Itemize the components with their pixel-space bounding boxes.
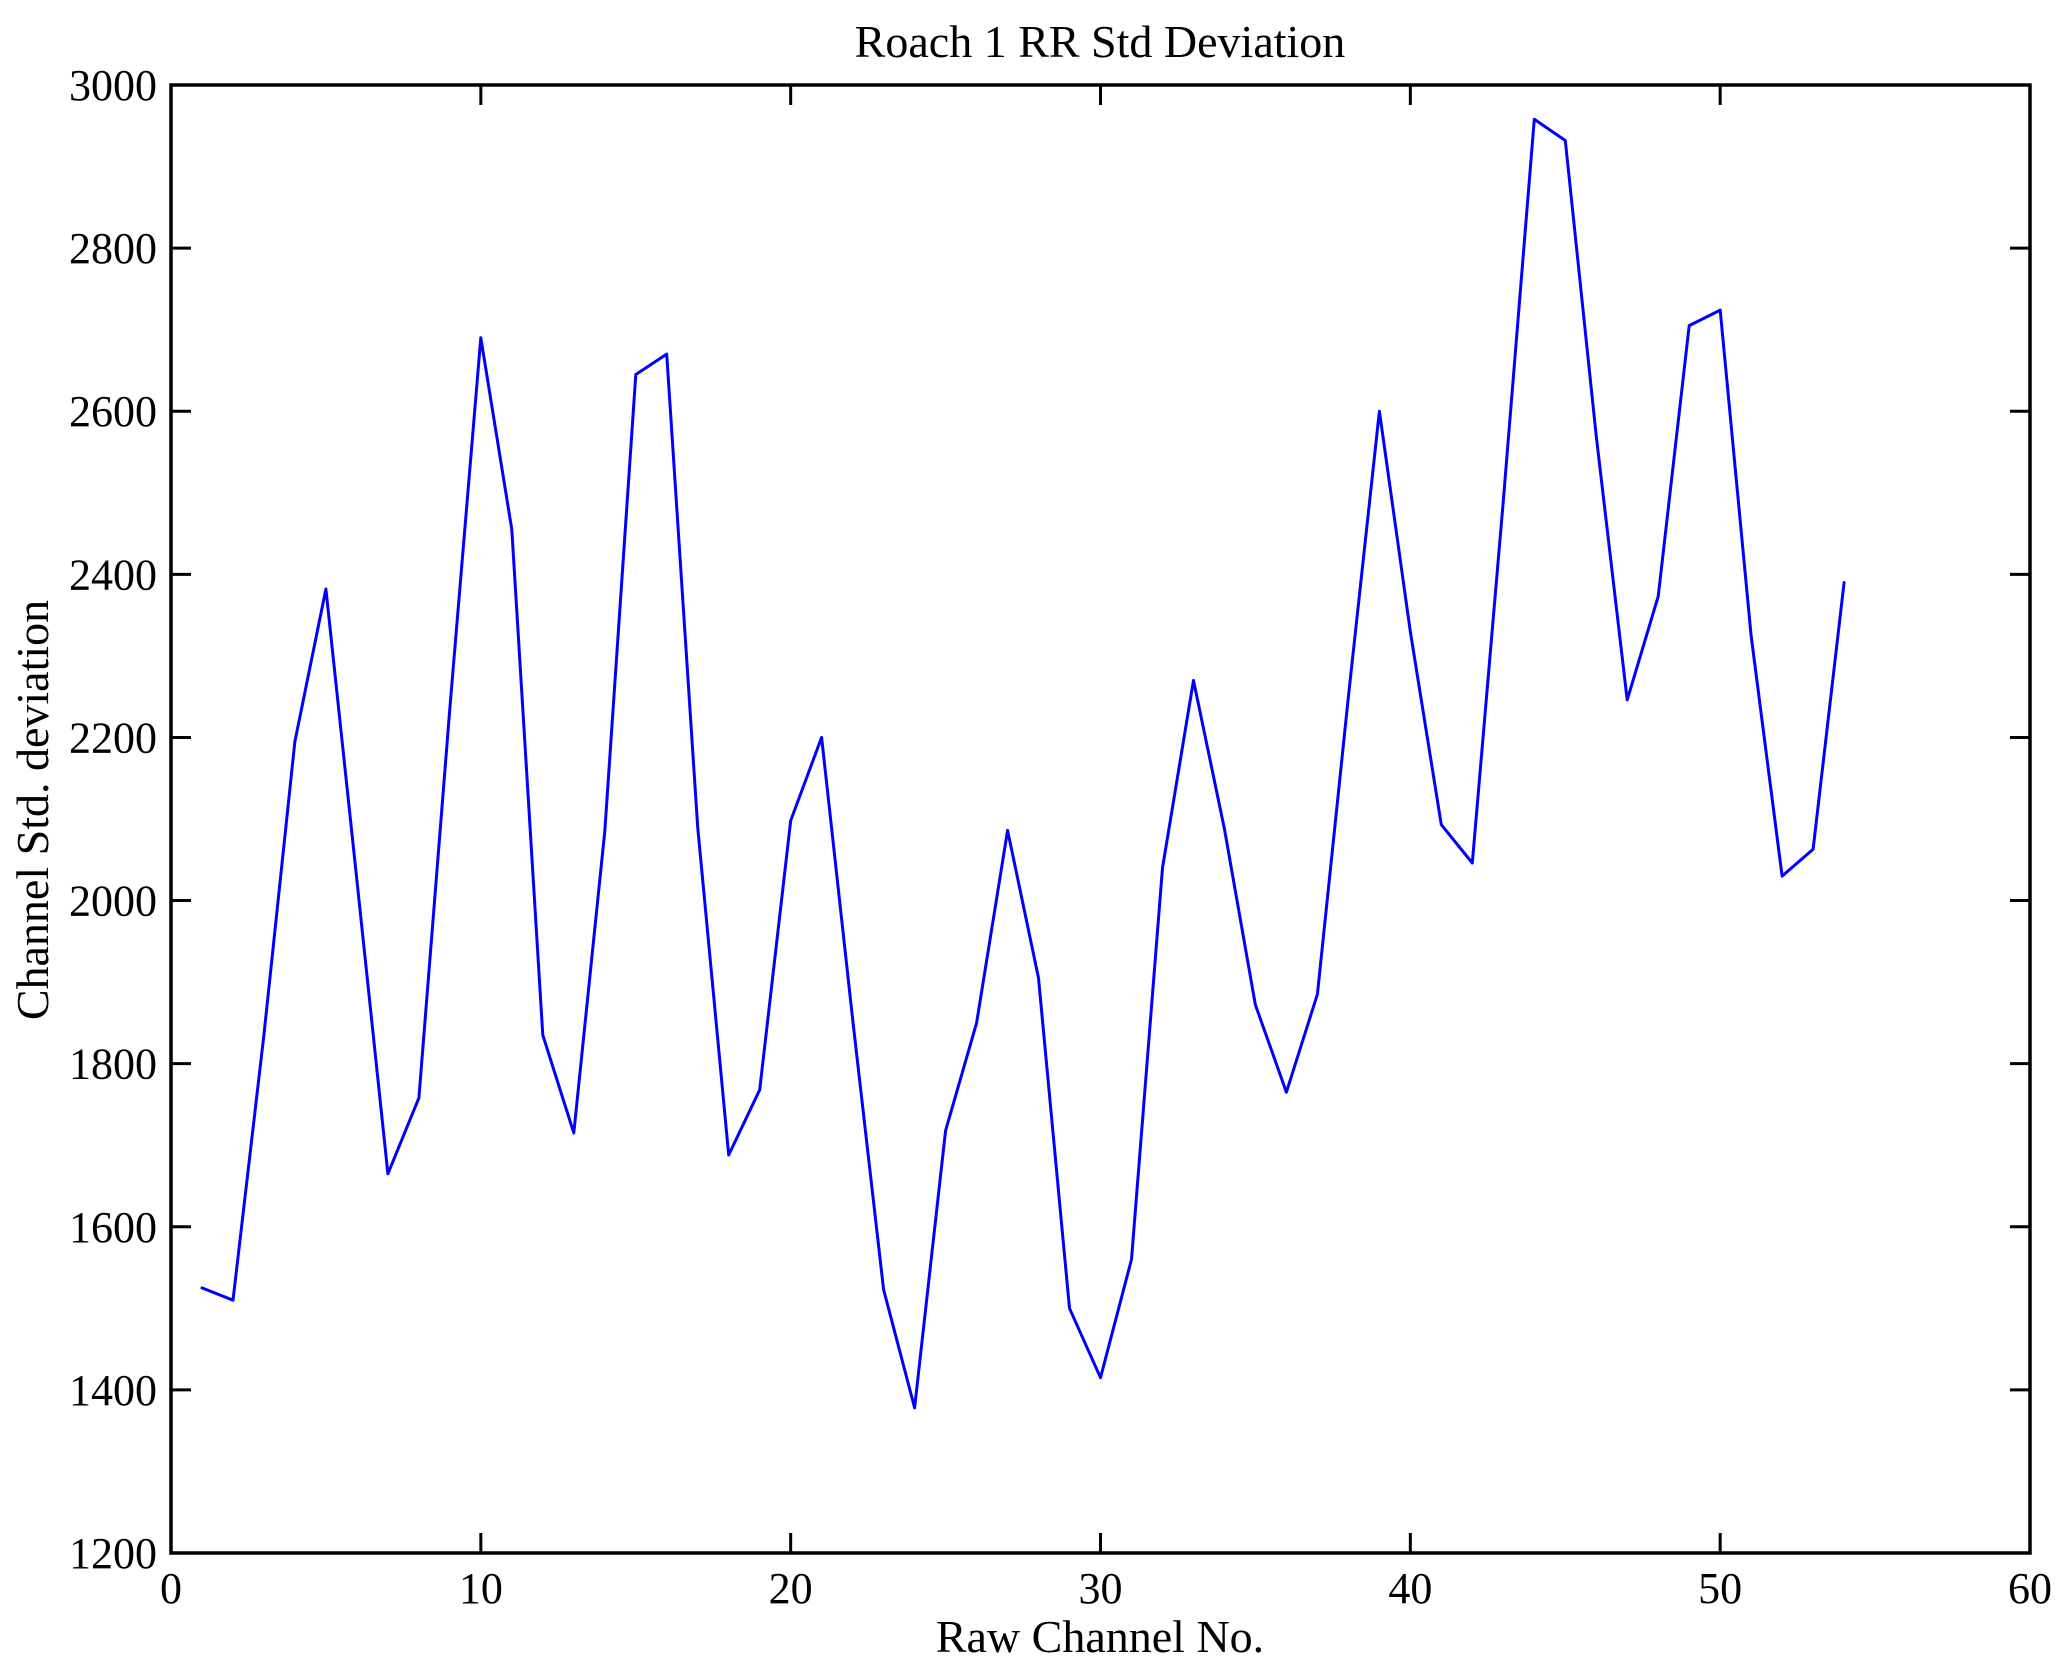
- axis-tick-labels: 0 10 20 30 40 50 60 1200 1400 1600 1800 2000 2200 240…: [69, 61, 2052, 1613]
- y-axis-label: Channel Std. deviation: [7, 600, 58, 1020]
- y-tick-label: 2200: [69, 713, 157, 762]
- x-tick-label: 20: [769, 1564, 813, 1613]
- axes-frame: [169, 83, 2032, 1555]
- x-tick-label: 10: [459, 1564, 503, 1613]
- y-tick-label: 1600: [69, 1203, 157, 1252]
- y-tick-label: 2600: [69, 387, 157, 436]
- y-tick-label: 3000: [69, 61, 157, 110]
- x-tick-label: 50: [1698, 1564, 1742, 1613]
- chart-title: Roach 1 RR Std Deviation: [855, 16, 1346, 67]
- y-tick-label: 2800: [69, 224, 157, 273]
- data-series: [200, 117, 1846, 1410]
- x-tick-label: 60: [2008, 1564, 2052, 1613]
- plot-border: [169, 83, 2032, 1555]
- x-tick-label: 40: [1388, 1564, 1432, 1613]
- x-axis-label: Raw Channel No.: [936, 1611, 1264, 1662]
- y-tick-label: 2400: [69, 550, 157, 599]
- axis-ticks: [169, 83, 2032, 1555]
- x-tick-label: 0: [160, 1564, 182, 1613]
- y-tick-label: 2000: [69, 877, 157, 926]
- y-tick-label: 1200: [69, 1529, 157, 1578]
- data-series-line: [200, 117, 1846, 1410]
- y-tick-label: 1800: [69, 1040, 157, 1089]
- y-tick-label: 1400: [69, 1366, 157, 1415]
- x-tick-label: 30: [1079, 1564, 1123, 1613]
